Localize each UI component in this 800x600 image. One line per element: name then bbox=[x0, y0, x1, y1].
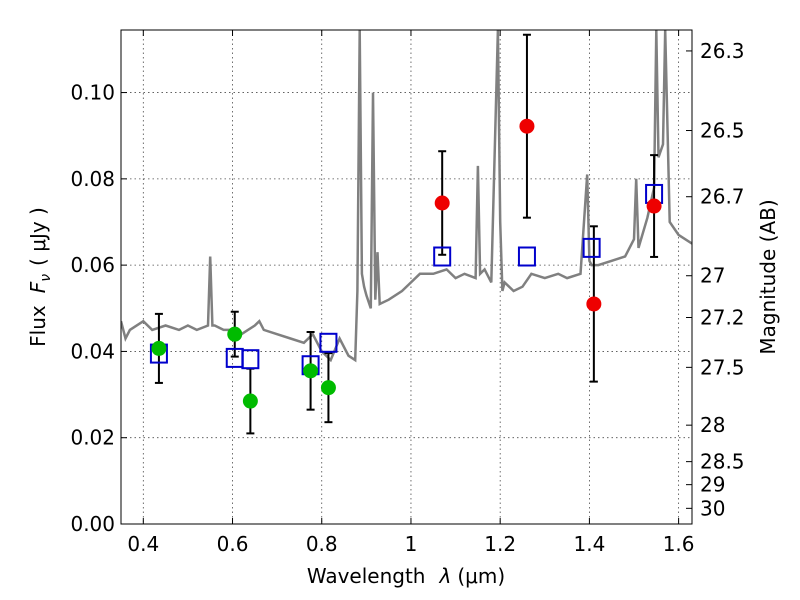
model-square bbox=[241, 349, 260, 370]
y-tick-label: 0.10 bbox=[70, 81, 115, 105]
x-tick-label: 1.6 bbox=[663, 532, 695, 556]
model-square bbox=[517, 246, 536, 267]
mag-tick-label: 26.7 bbox=[700, 185, 745, 209]
mag-tick-label: 26.3 bbox=[700, 39, 745, 63]
x-tick-label: 0.6 bbox=[217, 532, 249, 556]
mag-tick-label: 30 bbox=[700, 496, 725, 520]
plot-frame bbox=[120, 29, 693, 525]
mag-tick-label: 28 bbox=[700, 413, 725, 437]
series-layer bbox=[121, 30, 692, 363]
model-square bbox=[433, 246, 452, 267]
red-point bbox=[434, 195, 450, 211]
x-axis-label: Wavelength λ (μm) bbox=[307, 564, 505, 588]
y-axis-label: FluxFν( μJy ) bbox=[26, 207, 54, 347]
green-point bbox=[242, 393, 258, 409]
model-square bbox=[582, 237, 601, 258]
grid bbox=[121, 30, 692, 525]
x-tick-label: 1.4 bbox=[573, 532, 605, 556]
green-point bbox=[303, 363, 319, 379]
x-tick-label: 0.8 bbox=[306, 532, 338, 556]
green-point bbox=[151, 340, 167, 356]
marks-layer bbox=[149, 33, 664, 435]
mag-tick-label: 27.5 bbox=[700, 355, 745, 379]
mag-tick-label: 29 bbox=[700, 473, 725, 497]
x-tick-label: 0.4 bbox=[127, 532, 159, 556]
red-point bbox=[586, 296, 602, 312]
y-tick-label: 0.02 bbox=[70, 426, 115, 450]
y-tick-label: 0.00 bbox=[70, 512, 115, 536]
mag-tick-label: 28.5 bbox=[700, 450, 745, 474]
red-point bbox=[646, 198, 662, 214]
red-point bbox=[519, 118, 535, 134]
ticks-layer: 0.4 0.6 0.8 1 1.2 1.4 1.6 0.00 0.02 0.04 0.06 0.08 0… bbox=[70, 30, 745, 556]
x-tick-label: 1.2 bbox=[484, 532, 516, 556]
template-spectrum-line bbox=[121, 30, 692, 363]
y-tick-label: 0.04 bbox=[70, 339, 115, 363]
mag-tick-label: 27.2 bbox=[700, 305, 745, 329]
mag-tick-label: 26.5 bbox=[700, 119, 745, 143]
mag-tick-label: 27 bbox=[700, 264, 725, 288]
green-point bbox=[227, 326, 243, 342]
y-tick-label: 0.06 bbox=[70, 253, 115, 277]
y2-axis-label: Magnitude (AB) bbox=[756, 199, 780, 354]
model-square bbox=[319, 332, 338, 353]
green-point bbox=[320, 380, 336, 396]
y-tick-label: 0.08 bbox=[70, 167, 115, 191]
x-tick-label: 1 bbox=[405, 532, 418, 556]
